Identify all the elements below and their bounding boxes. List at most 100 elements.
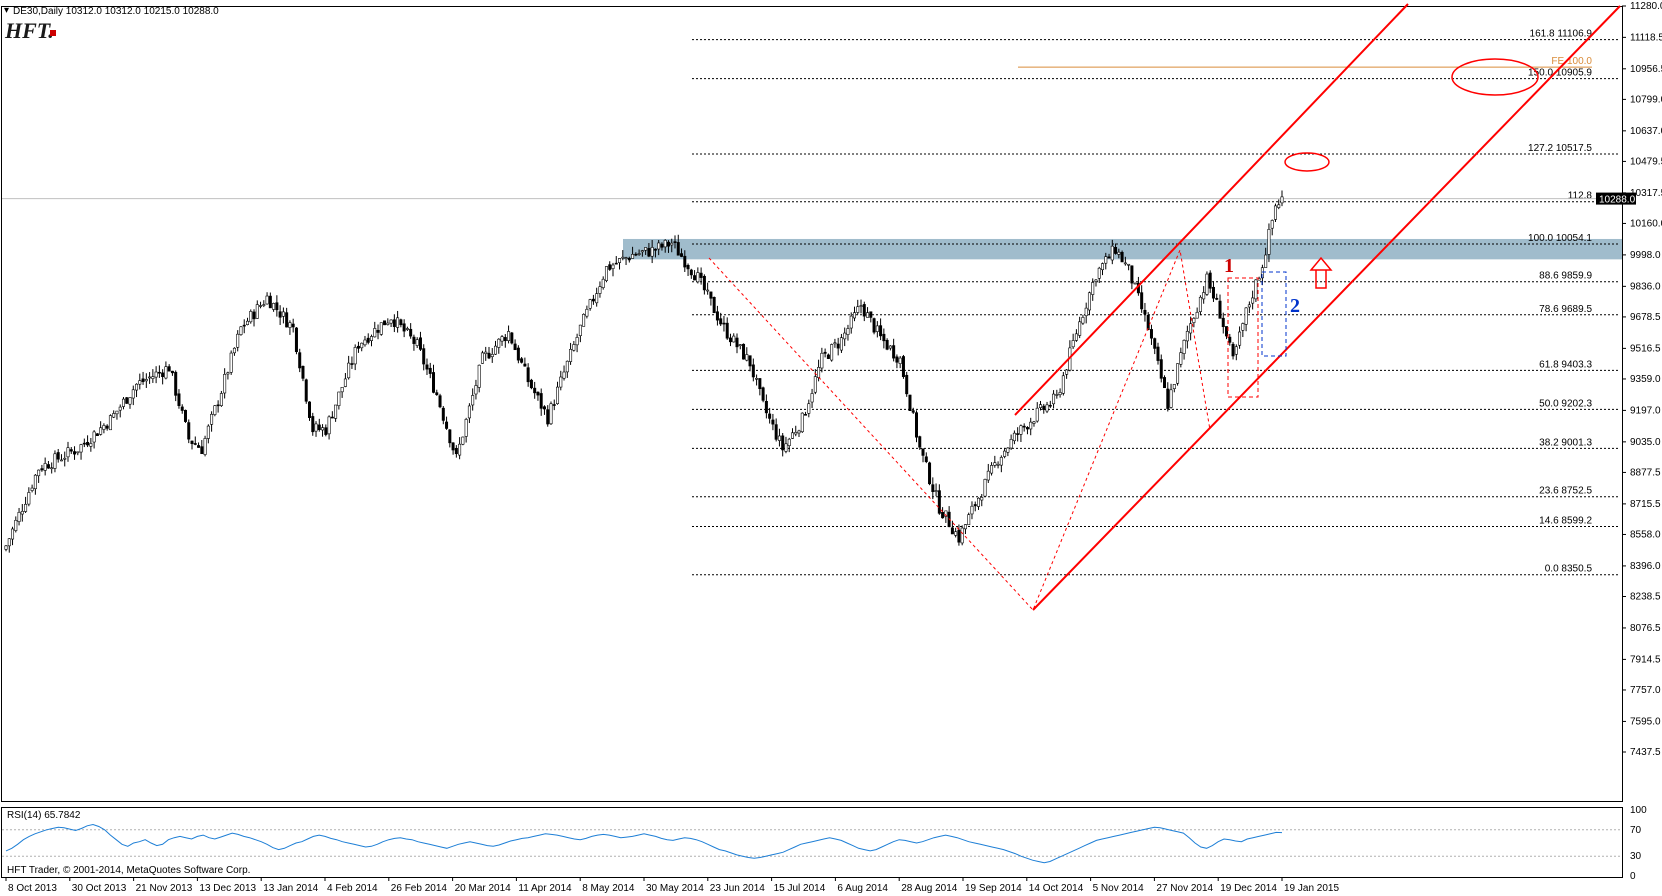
target-ellipse-upper bbox=[1451, 58, 1539, 96]
candle-body bbox=[337, 391, 341, 406]
candle-body bbox=[529, 379, 533, 389]
fib-level-label: 88.6 9859.9 bbox=[1539, 271, 1592, 282]
candle-body bbox=[314, 423, 318, 432]
candle-body bbox=[516, 347, 520, 361]
candles-layer bbox=[4, 190, 1284, 553]
candle-body bbox=[438, 395, 442, 408]
candle-body bbox=[660, 243, 664, 248]
price-tick-label: 7437.5 bbox=[1630, 747, 1661, 758]
candle-body bbox=[875, 325, 879, 332]
candle-body bbox=[1058, 392, 1062, 396]
rsi-tick-label: 30 bbox=[1630, 851, 1642, 862]
candle-body bbox=[1179, 352, 1183, 365]
date-tick-label: 13 Jan 2014 bbox=[263, 883, 318, 894]
fib-level-label: 50.0 9202.3 bbox=[1539, 398, 1592, 409]
candle-body bbox=[807, 403, 811, 414]
candle-body bbox=[138, 380, 142, 385]
candle-body bbox=[924, 456, 928, 462]
candle-body bbox=[20, 510, 24, 515]
candle-body bbox=[1280, 196, 1284, 204]
candle-body bbox=[334, 404, 338, 419]
candle-body bbox=[43, 463, 47, 471]
candle-body bbox=[702, 275, 706, 291]
candle-body bbox=[386, 322, 390, 325]
candle-body bbox=[340, 386, 344, 393]
candle-body bbox=[826, 354, 830, 359]
candle-body bbox=[618, 258, 622, 263]
candle-body bbox=[1140, 292, 1144, 310]
candle-body bbox=[161, 372, 165, 377]
candle-body bbox=[1120, 251, 1124, 263]
candle-body bbox=[804, 414, 808, 416]
candle-body bbox=[647, 248, 651, 257]
price-tick-label: 9836.0 bbox=[1630, 281, 1661, 292]
candle-body bbox=[725, 322, 729, 339]
price-tick-label: 9678.5 bbox=[1630, 312, 1661, 323]
candle-body bbox=[500, 336, 504, 342]
candle-body bbox=[624, 257, 628, 259]
candle-body bbox=[1078, 321, 1082, 336]
candle-body bbox=[1221, 317, 1225, 328]
hft-logo: HFT. bbox=[4, 18, 54, 43]
candle-body bbox=[422, 348, 426, 365]
candle-body bbox=[742, 343, 746, 360]
candle-body bbox=[533, 387, 537, 394]
candle-body bbox=[141, 378, 145, 382]
candle-body bbox=[157, 371, 161, 374]
fib-level-label: 161.8 11106.9 bbox=[1530, 29, 1593, 40]
pattern-box-1 bbox=[1227, 277, 1259, 398]
candle-body bbox=[777, 435, 781, 441]
candle-body bbox=[879, 325, 883, 337]
current-price-label: 10288.0 bbox=[1599, 195, 1636, 206]
candle-body bbox=[46, 464, 50, 469]
date-tick-label: 21 Nov 2013 bbox=[136, 883, 193, 894]
fib-level-label: 38.2 9001.3 bbox=[1539, 437, 1592, 448]
candle-body bbox=[1264, 254, 1268, 268]
candle-body bbox=[366, 337, 370, 343]
candle-body bbox=[1270, 220, 1274, 229]
candle-body bbox=[177, 393, 181, 406]
candle-body bbox=[604, 266, 608, 281]
candle-body bbox=[223, 374, 227, 394]
candle-body bbox=[193, 443, 197, 445]
candle-body bbox=[1022, 425, 1026, 428]
header-caret[interactable]: ▾ bbox=[4, 5, 9, 16]
date-tick-label: 15 Jul 2014 bbox=[774, 883, 826, 894]
candle-body bbox=[268, 295, 272, 309]
candle-body bbox=[523, 363, 527, 367]
date-tick-label: 4 Feb 2014 bbox=[327, 883, 378, 894]
candle-body bbox=[490, 354, 494, 357]
candle-body bbox=[1176, 363, 1180, 384]
candle-body bbox=[830, 344, 834, 361]
candle-body bbox=[503, 337, 507, 342]
price-tick-label: 9998.0 bbox=[1630, 250, 1661, 261]
candle-body bbox=[441, 407, 445, 421]
candle-body bbox=[467, 405, 471, 419]
candle-body bbox=[693, 275, 697, 281]
date-tick-label: 19 Jan 2015 bbox=[1284, 883, 1339, 894]
candle-body bbox=[82, 442, 86, 445]
candle-body bbox=[458, 443, 462, 456]
candle-body bbox=[383, 320, 387, 326]
candle-body bbox=[66, 447, 70, 458]
candle-body bbox=[895, 356, 899, 363]
candle-body bbox=[728, 337, 732, 343]
candle-body bbox=[794, 432, 798, 435]
candle-body bbox=[507, 331, 511, 341]
candle-body bbox=[148, 376, 152, 379]
candle-body bbox=[689, 269, 693, 276]
candle-body bbox=[627, 257, 631, 261]
candle-body bbox=[402, 323, 406, 332]
candle-body bbox=[888, 345, 892, 349]
price-tick-label: 8558.0 bbox=[1630, 529, 1661, 540]
candle-body bbox=[591, 298, 595, 302]
channel-upper-line bbox=[1014, 3, 1409, 416]
candle-body bbox=[738, 344, 742, 346]
candle-body bbox=[1228, 336, 1232, 343]
candle-body bbox=[719, 318, 723, 325]
candle-body bbox=[494, 345, 498, 355]
candle-body bbox=[634, 253, 638, 256]
candle-body bbox=[307, 401, 311, 418]
date-tick-label: 14 Oct 2014 bbox=[1029, 883, 1084, 894]
price-tick-label: 10479.5 bbox=[1630, 156, 1662, 167]
